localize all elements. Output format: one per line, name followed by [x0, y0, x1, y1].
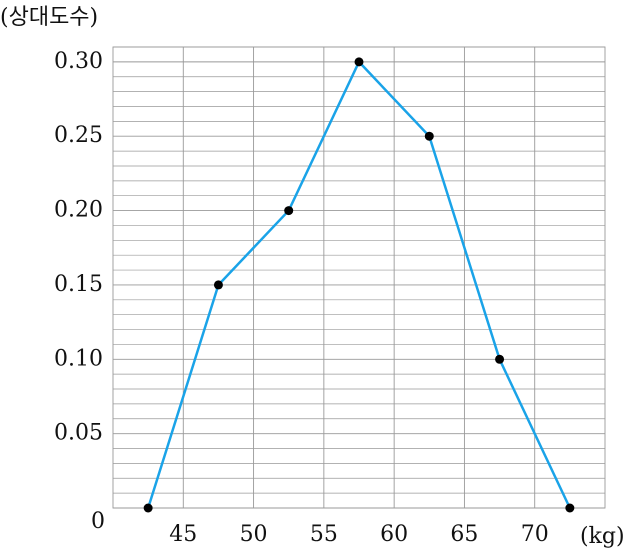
- x-axis-label: (kg): [580, 524, 625, 549]
- x-tick-label: 50: [240, 522, 268, 547]
- y-tick-label: 0.20: [54, 198, 103, 223]
- point: [284, 206, 294, 216]
- point: [495, 354, 505, 364]
- x-tick-label: 55: [310, 522, 338, 547]
- y-tick-label: 0.10: [54, 346, 103, 371]
- x-tick-label: 65: [450, 522, 478, 547]
- y-tick-label: 0.30: [54, 49, 103, 74]
- y-tick-label: 0: [91, 509, 105, 534]
- point: [424, 131, 434, 141]
- plot-border: [112, 46, 606, 509]
- x-tick-label: 70: [521, 522, 549, 547]
- y-tick-label: 0.15: [54, 272, 103, 297]
- y-tick-label: 0.05: [54, 421, 103, 446]
- y-tick-label: 0.25: [54, 123, 103, 148]
- point: [354, 57, 364, 67]
- point: [565, 503, 575, 513]
- x-tick-label: 45: [169, 522, 197, 547]
- point: [213, 280, 223, 290]
- point: [143, 503, 153, 513]
- x-tick-label: 60: [380, 522, 408, 547]
- y-axis-label: (상대도수): [0, 5, 98, 30]
